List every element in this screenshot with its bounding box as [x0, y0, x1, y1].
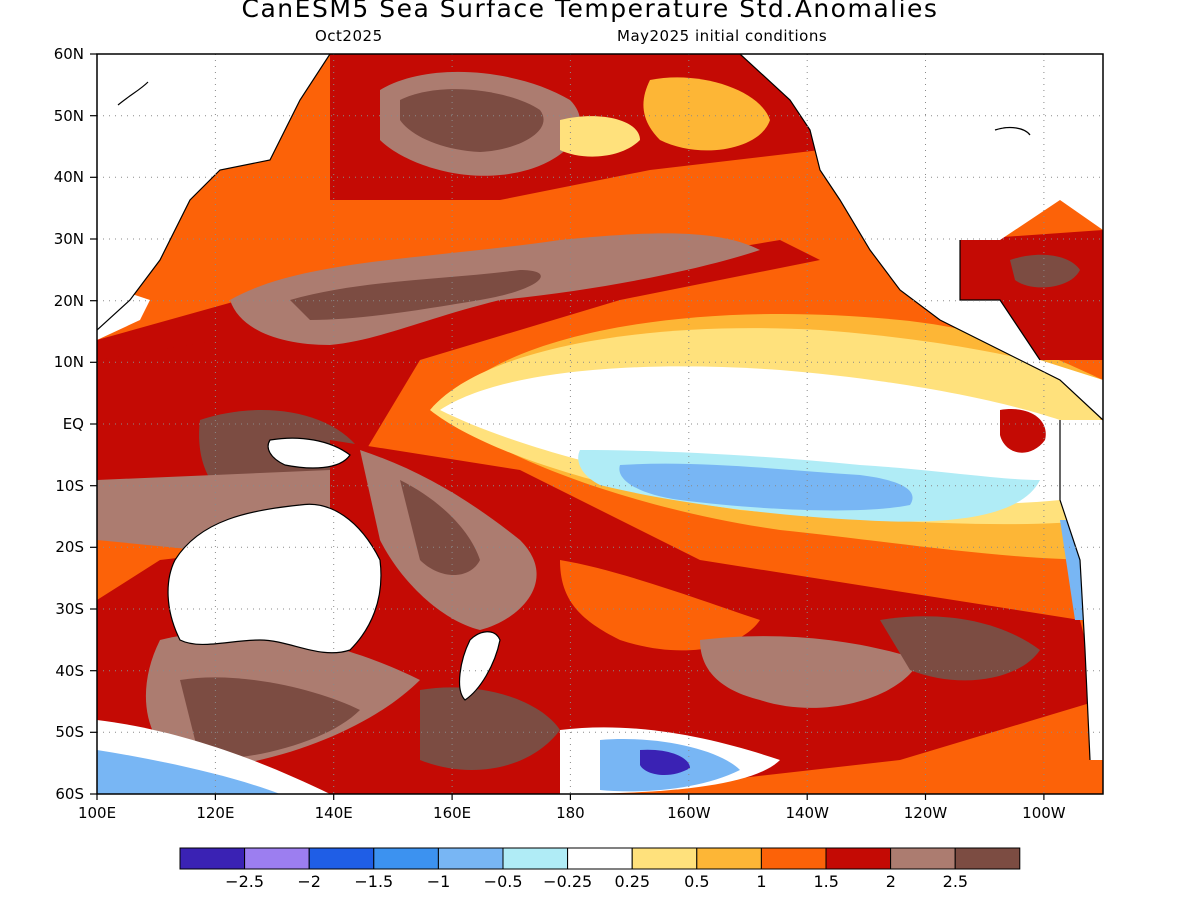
colorbar-label: 2.5	[942, 872, 969, 891]
colorbar-label: 0.5	[684, 872, 710, 891]
lon-tick-label: 160E	[433, 804, 471, 822]
lat-tick-label: 10N	[54, 353, 84, 371]
lat-tick-label: 60S	[55, 785, 84, 803]
colorbar-label: 1	[756, 872, 767, 891]
colorbar-swatch	[825, 847, 892, 870]
lat-tick-label: 40S	[55, 662, 84, 680]
lat-tick-label: 10S	[55, 477, 84, 495]
colorbar-label: −2	[297, 872, 321, 891]
colorbar-label: −1	[426, 872, 451, 891]
colorbar-label: −1.5	[354, 872, 394, 891]
colorbar-swatch	[696, 847, 762, 870]
colorbar-swatch	[244, 847, 310, 870]
anomaly-field	[97, 54, 1103, 794]
lat-tick-label: 20N	[54, 292, 84, 310]
lat-tick-label: 50S	[55, 723, 84, 741]
colorbar-swatch	[631, 847, 698, 870]
colorbar	[179, 847, 1021, 870]
colorbar-swatch	[308, 847, 375, 870]
lat-tick-label: 20S	[55, 538, 84, 556]
colorbar-swatch	[179, 847, 246, 870]
lon-tick-label: 120E	[196, 804, 234, 822]
lon-tick-label: 140E	[315, 804, 353, 822]
lat-tick-label: 50N	[54, 107, 84, 125]
lon-tick-label: 100W	[1022, 804, 1066, 822]
colorbar-swatch	[437, 847, 504, 870]
lat-tick-label: EQ	[63, 415, 84, 433]
colorbar-label: −2.5	[225, 872, 265, 891]
lat-tick-label: 30N	[54, 230, 84, 248]
colorbar-swatch	[890, 847, 956, 870]
lon-tick-label: 140W	[785, 804, 829, 822]
lon-tick-label: 160W	[667, 804, 711, 822]
lat-tick-label: 60N	[54, 45, 84, 63]
colorbar-swatch	[502, 847, 569, 870]
initial-conditions-label: May2025 initial conditions	[617, 27, 828, 45]
target-month-label: Oct2025	[315, 27, 383, 45]
colorbar-label: −0.5	[483, 872, 523, 891]
chart-title: CanESM5 Sea Surface Temperature Std.Anom…	[241, 0, 939, 23]
colorbar-swatch	[954, 847, 1021, 870]
colorbar-label: 0.25	[614, 872, 651, 891]
colorbar-swatch	[760, 847, 827, 870]
lat-tick-label: 30S	[55, 600, 84, 618]
lon-tick-label: 100E	[78, 804, 116, 822]
colorbar-swatch	[373, 847, 439, 870]
colorbar-swatch	[567, 847, 633, 870]
lon-tick-label: 120W	[904, 804, 948, 822]
colorbar-label: −0.25	[543, 872, 593, 891]
lat-tick-label: 40N	[54, 168, 84, 186]
colorbar-label: 2	[885, 872, 896, 891]
lon-tick-label: 180	[556, 804, 585, 822]
colorbar-label: 1.5	[813, 872, 839, 891]
